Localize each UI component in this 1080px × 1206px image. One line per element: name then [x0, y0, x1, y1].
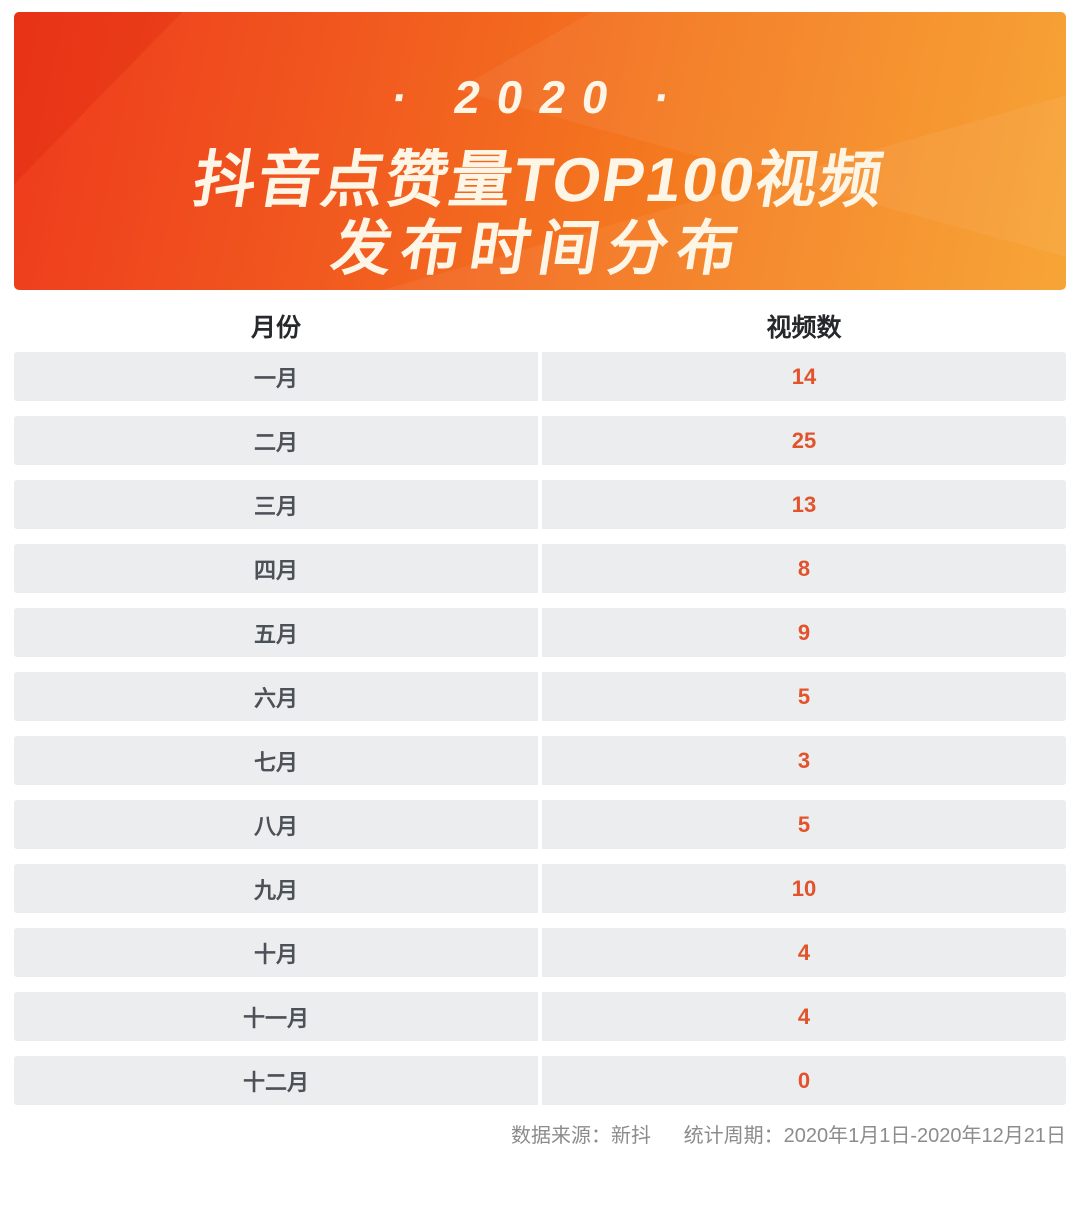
month-cell: 六月	[14, 672, 538, 721]
table-row: 十一月 4	[14, 992, 1066, 1041]
count-cell: 5	[542, 672, 1066, 721]
month-cell: 十二月	[14, 1056, 538, 1105]
table-row: 九月 10	[14, 864, 1066, 913]
count-cell: 4	[542, 928, 1066, 977]
count-cell: 25	[542, 416, 1066, 465]
count-cell: 13	[542, 480, 1066, 529]
table-column-header: 月份 视频数	[14, 308, 1066, 344]
count-cell: 8	[542, 544, 1066, 593]
title-banner: · 2020 · 抖音点赞量TOP100视频 发布时间分布	[14, 12, 1066, 290]
month-cell: 四月	[14, 544, 538, 593]
month-cell: 十月	[14, 928, 538, 977]
table-row: 七月 3	[14, 736, 1066, 785]
table-row: 一月 14	[14, 352, 1066, 401]
count-cell: 9	[542, 608, 1066, 657]
table-row: 三月 13	[14, 480, 1066, 529]
banner-title-line2: 发布时间分布	[326, 215, 752, 282]
month-cell: 二月	[14, 416, 538, 465]
column-header-video-count: 视频数	[766, 314, 842, 342]
table-row: 六月 5	[14, 672, 1066, 721]
table-row: 五月 9	[14, 608, 1066, 657]
count-cell: 0	[542, 1056, 1066, 1105]
month-cell: 一月	[14, 352, 538, 401]
table-row: 二月 25	[14, 416, 1066, 465]
table-row: 十月 4	[14, 928, 1066, 977]
footer-note: 数据来源：新抖 统计周期：2020年1月1日-2020年12月21日	[511, 1119, 1066, 1148]
count-cell: 10	[542, 864, 1066, 913]
month-cell: 三月	[14, 480, 538, 529]
month-cell: 九月	[14, 864, 538, 913]
count-cell: 5	[542, 800, 1066, 849]
table-row: 八月 5	[14, 800, 1066, 849]
count-cell: 14	[542, 352, 1066, 401]
table-body: 一月 14 二月 25 三月 13 四月 8 五月 9 六月 5 七月 3	[14, 352, 1066, 1120]
month-cell: 八月	[14, 800, 538, 849]
column-header-month: 月份	[250, 314, 301, 342]
month-cell: 七月	[14, 736, 538, 785]
count-cell: 3	[542, 736, 1066, 785]
table-row: 十二月 0	[14, 1056, 1066, 1105]
banner-year-label: · 2020 ·	[388, 71, 692, 123]
footer-stat-period: 统计周期：2020年1月1日-2020年12月21日	[683, 1125, 1066, 1147]
count-cell: 4	[542, 992, 1066, 1041]
table-row: 四月 8	[14, 544, 1066, 593]
footer-data-source: 数据来源：新抖	[511, 1125, 652, 1147]
month-cell: 五月	[14, 608, 538, 657]
month-cell: 十一月	[14, 992, 538, 1041]
